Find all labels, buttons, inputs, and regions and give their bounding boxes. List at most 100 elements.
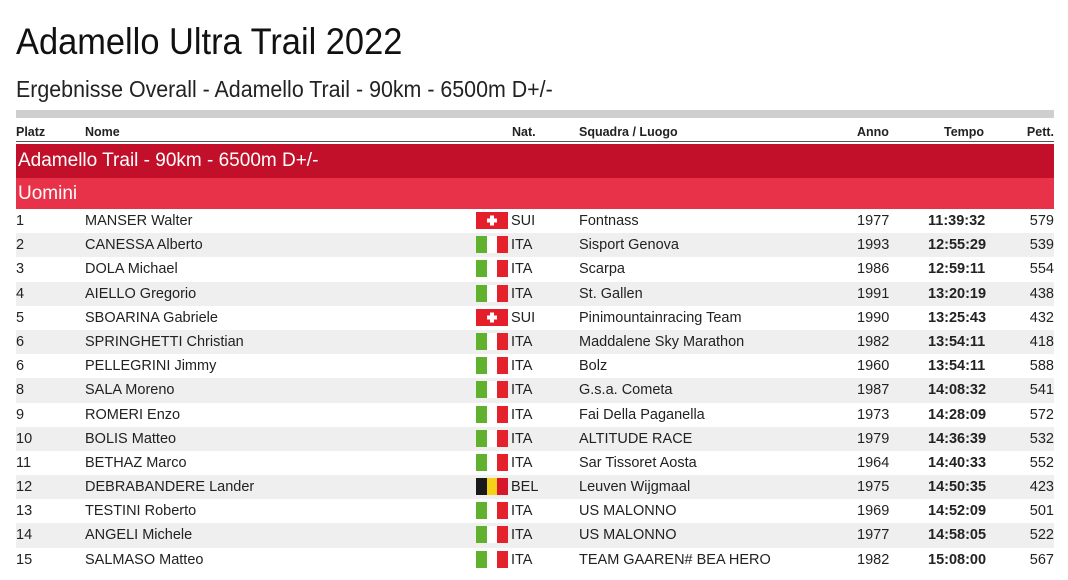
pett-cell: 541 [1029, 382, 1054, 399]
squadra-cell: St. Gallen [579, 285, 643, 302]
anno-cell: 1993 [857, 237, 890, 254]
squadra-cell: Sisport Genova [579, 237, 679, 254]
anno-cell: 1979 [857, 430, 890, 447]
anno-cell: 1977 [857, 527, 890, 544]
nome-cell: SPRINGHETTI Christian [85, 333, 244, 350]
col-header-nat: Nat. [512, 125, 536, 139]
squadra-cell: G.s.a. Cometa [579, 382, 673, 399]
anno-cell: 1986 [857, 261, 890, 278]
platz-cell: 2 [16, 237, 25, 254]
table-row: 14 ANGELI Michele ITA US MALONNO 1977 14:58:0… [16, 523, 1054, 548]
tempo-cell: 14:58:05 [928, 527, 987, 544]
platz-cell: 5 [16, 309, 25, 326]
anno-cell: 1982 [857, 333, 890, 350]
squadra-cell: US MALONNO [579, 527, 677, 544]
belgian-flag-icon [476, 478, 508, 496]
swiss-flag-icon [476, 212, 508, 229]
platz-cell: 11 [16, 454, 32, 471]
anno-cell: 1987 [857, 382, 890, 399]
anno-cell: 1973 [857, 406, 890, 423]
nat-cell: SUI [511, 213, 536, 229]
tempo-cell: 14:28:09 [928, 406, 987, 423]
anno-cell: 1964 [857, 454, 890, 471]
anno-cell: 1990 [857, 309, 890, 326]
nat-cell: ITA [511, 285, 533, 302]
platz-cell: 8 [16, 382, 25, 399]
pett-cell: 438 [1029, 285, 1054, 302]
table-row: 15 SALMASO Matteo ITA TEAM GAAREN# BEA HERO… [16, 548, 1054, 572]
squadra-cell: Bolz [579, 358, 608, 375]
tempo-cell: 13:25:43 [928, 309, 987, 326]
pett-cell: 432 [1029, 309, 1054, 326]
nat-cell: ITA [511, 261, 533, 278]
pett-cell: 572 [1029, 406, 1054, 423]
table-row: 9 ROMERI Enzo ITA Fai Della Paganella 1973 14… [16, 403, 1054, 427]
italian-flag-icon [476, 284, 508, 302]
nat-cell: ITA [511, 333, 533, 350]
squadra-cell: Fai Della Paganella [579, 406, 705, 423]
nome-cell: ANGELI Michele [85, 527, 193, 544]
table-row: 8 SALA Moreno ITA G.s.a. Cometa 1987 14:08:32… [16, 378, 1054, 403]
table-row: 11 BETHAZ Marco ITA Sar Tissoret Aosta 1964 1… [16, 451, 1054, 475]
header-divider-bar [16, 110, 1054, 118]
pett-cell: 579 [1029, 213, 1054, 229]
nome-cell: PELLEGRINI Jimmy [85, 358, 217, 375]
table-row: 12 DEBRABANDERE Lander BEL Leuven Wijgmaal 1… [16, 475, 1054, 500]
squadra-cell: Leuven Wijgmaal [579, 479, 691, 496]
italian-flag-icon [476, 405, 508, 423]
anno-cell: 1975 [857, 479, 890, 496]
pett-cell: 588 [1029, 358, 1054, 375]
italian-flag-icon [476, 453, 508, 471]
table-row: 2 CANESSA Alberto ITA Sisport Genova 1993 12:… [16, 233, 1054, 258]
table-row: 5 SBOARINA Gabriele SUI Pinimountainracing … [16, 306, 1054, 330]
platz-cell: 1 [16, 213, 25, 229]
platz-cell: 13 [16, 503, 33, 520]
table-row: 4 AIELLO Gregorio ITA St. Gallen 1991 13:20:1… [16, 281, 1054, 306]
nome-cell: DOLA Michael [85, 261, 178, 278]
col-header-anno: Anno [857, 125, 889, 139]
category-section-bar: Uomini [16, 178, 1054, 209]
table-row: 6 PELLEGRINI Jimmy ITA Bolz 1960 13:54:11 588 [16, 354, 1054, 378]
page-subtitle: Ergebnisse Overall - Adamello Trail - 90… [16, 76, 553, 102]
table-header: Platz Nome Nat. Squadra / Luogo Anno Tem… [16, 124, 1054, 142]
nat-cell: ITA [511, 237, 533, 254]
italian-flag-icon [476, 502, 508, 520]
platz-cell: 6 [16, 358, 25, 375]
tempo-cell: 14:52:09 [928, 503, 987, 520]
anno-cell: 1991 [857, 285, 890, 302]
tempo-cell: 14:40:33 [928, 454, 987, 471]
platz-cell: 12 [16, 479, 33, 496]
nome-cell: SALA Moreno [85, 382, 175, 399]
tempo-cell: 11:39:32 [928, 213, 986, 229]
italian-flag-icon [476, 236, 508, 254]
table-row: 6 SPRINGHETTI Christian ITA Maddalene Sky M… [16, 329, 1054, 355]
squadra-cell: TEAM GAAREN# BEA HERO [579, 551, 771, 568]
nat-cell: ITA [511, 406, 533, 423]
anno-cell: 1977 [857, 213, 890, 229]
italian-flag-icon [476, 332, 508, 350]
nome-cell: MANSER Walter [85, 213, 193, 229]
nome-cell: BOLIS Matteo [85, 430, 177, 447]
tempo-cell: 15:08:00 [928, 551, 987, 568]
tempo-cell: 12:59:11 [928, 261, 986, 278]
pett-cell: 554 [1029, 261, 1054, 278]
page-title: Adamello Ultra Trail 2022 [16, 21, 403, 62]
anno-cell: 1960 [857, 358, 890, 375]
squadra-cell: US MALONNO [579, 503, 677, 520]
col-header-platz: Platz [16, 125, 46, 139]
pett-cell: 552 [1029, 454, 1054, 471]
results-table: 1 MANSER Walter SUI Fontnass 1977 11:39:32 579… [16, 209, 1054, 572]
squadra-cell: Scarpa [579, 261, 625, 278]
nome-cell: BETHAZ Marco [85, 454, 187, 471]
nome-cell: AIELLO Gregorio [85, 285, 197, 302]
col-header-squadra: Squadra / Luogo [579, 125, 678, 139]
col-header-tempo: Tempo [944, 125, 985, 139]
col-header-pett: Pett. [1026, 125, 1054, 139]
nat-cell: SUI [511, 309, 536, 326]
nat-cell: ITA [511, 503, 533, 520]
nome-cell: SALMASO Matteo [85, 551, 204, 568]
nome-cell: SBOARINA Gabriele [85, 309, 218, 326]
pett-cell: 539 [1029, 237, 1054, 254]
squadra-cell: Fontnass [579, 213, 639, 229]
platz-cell: 3 [16, 261, 25, 278]
